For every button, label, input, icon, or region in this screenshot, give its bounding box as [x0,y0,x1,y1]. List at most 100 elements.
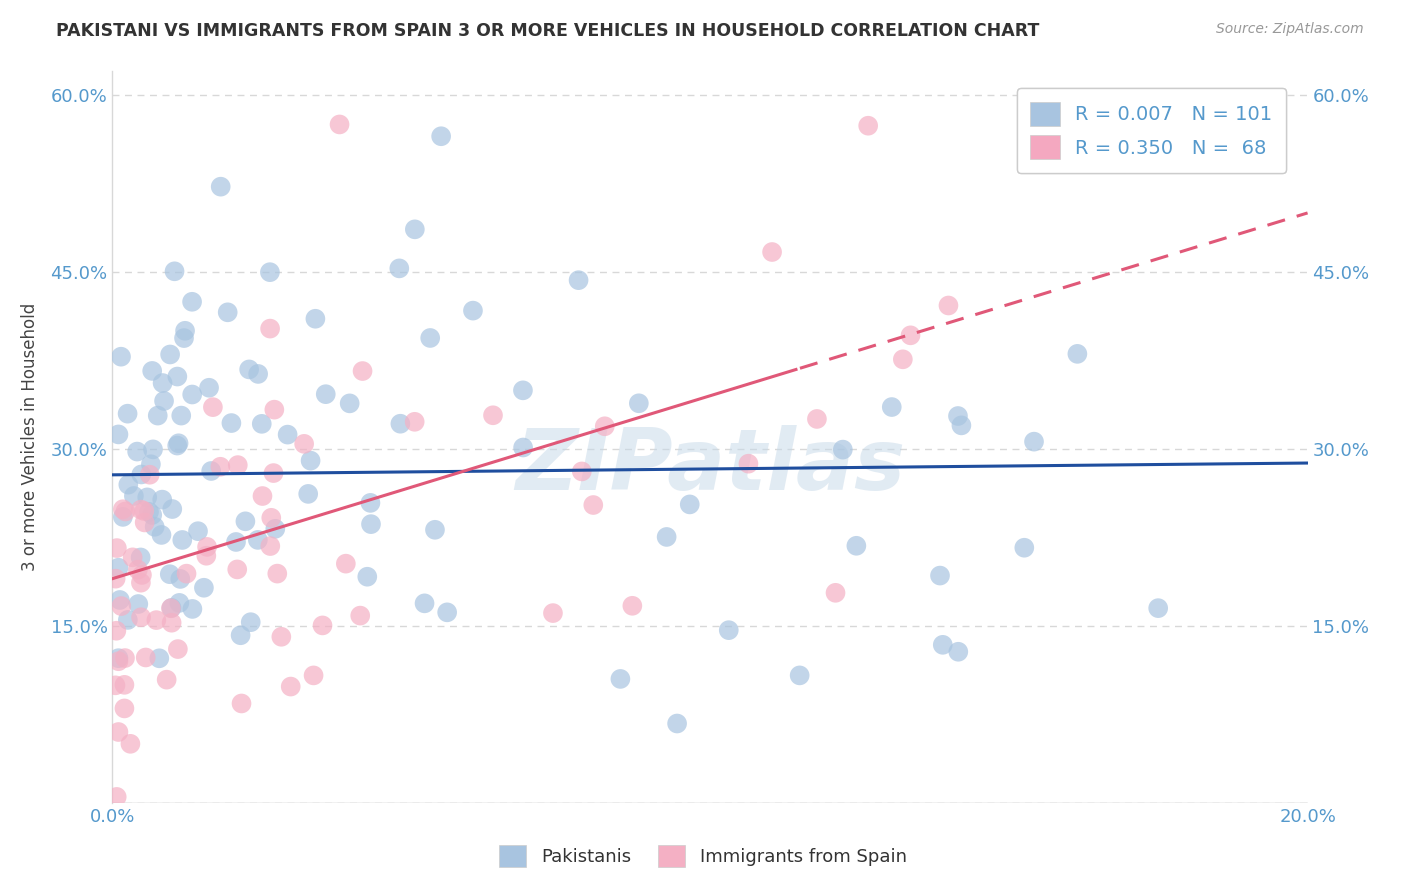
Point [1022,434,1045,449]
Point [201,400,224,414]
Legend: R = 0.007   N = 101, R = 0.350   N =  68: R = 0.007 N = 101, R = 0.350 N = 68 [1017,88,1286,173]
Point [593,419,616,434]
Point [679,497,702,511]
Point [166,439,188,453]
Point [162,502,184,516]
Point [134,504,156,518]
Point [136,491,159,505]
Point [117,407,139,421]
Point [1147,601,1170,615]
Point [352,364,374,378]
Point [419,331,441,345]
Point [195,549,218,563]
Point [105,624,128,638]
Point [139,467,162,482]
Point [238,362,260,376]
Point [111,502,134,516]
Point [737,457,759,471]
Point [129,610,152,624]
Point [806,412,828,426]
Point [277,427,299,442]
Point [148,651,170,665]
Point [163,264,186,278]
Point [127,597,149,611]
Point [568,273,591,287]
Point [150,528,173,542]
Point [423,523,446,537]
Point [946,409,969,423]
Point [156,673,179,687]
Point [263,466,285,480]
Point [824,586,846,600]
Point [250,417,273,431]
Point [229,628,252,642]
Point [461,303,484,318]
Point [260,510,283,524]
Point [159,347,181,361]
Point [299,453,322,467]
Point [160,601,183,615]
Point [266,566,288,581]
Point [166,369,188,384]
Point [329,118,352,132]
Point [761,245,783,260]
Point [359,496,381,510]
Point [413,596,436,610]
Point [339,396,361,410]
Y-axis label: 3 or more Vehicles in Household: 3 or more Vehicles in Household [21,303,39,571]
Point [482,409,505,423]
Point [181,294,204,309]
Point [160,615,183,630]
Point [127,563,149,577]
Point [142,442,165,457]
Point [221,416,243,430]
Point [430,129,453,144]
Point [107,654,129,668]
Point [789,668,811,682]
Point [104,678,127,692]
Point [131,568,153,582]
Point [900,328,922,343]
Point [170,409,193,423]
Point [117,613,139,627]
Point [252,489,274,503]
Point [541,606,564,620]
Point [302,668,325,682]
Point [138,505,160,519]
Point [127,444,149,458]
Point [108,593,131,607]
Point [111,509,134,524]
Point [1066,347,1088,361]
Point [187,524,209,538]
Point [845,539,868,553]
Point [181,602,204,616]
Point [389,417,412,431]
Point [436,605,458,619]
Point [304,311,326,326]
Point [627,396,650,410]
Point [571,465,593,479]
Point [226,562,249,576]
Point [226,458,249,472]
Point [235,514,257,528]
Point [150,492,173,507]
Point [609,672,631,686]
Point [107,560,129,574]
Point [938,298,960,312]
Point [160,601,183,615]
Point [717,623,740,637]
Point [270,630,292,644]
Point [146,409,169,423]
Point [239,615,262,630]
Point [167,436,190,450]
Point [512,441,534,455]
Point [139,457,162,471]
Point [263,402,285,417]
Point [315,387,337,401]
Point [143,520,166,534]
Point [110,350,132,364]
Point [259,265,281,279]
Point [259,321,281,335]
Point [134,516,156,530]
Point [621,599,644,613]
